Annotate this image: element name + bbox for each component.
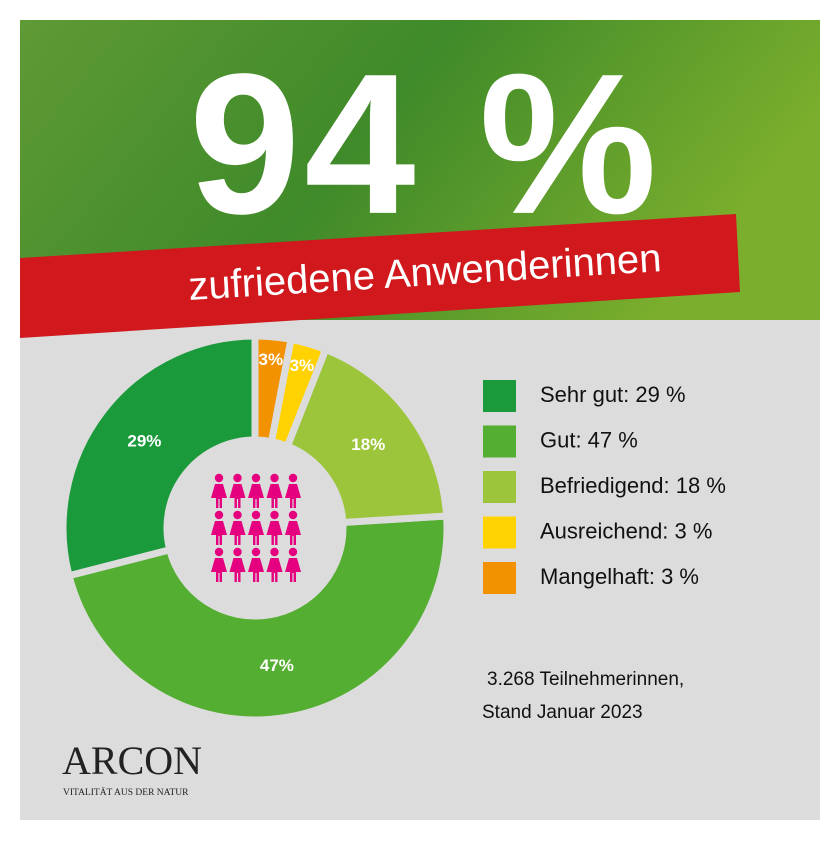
legend-swatch bbox=[483, 425, 516, 458]
person-body bbox=[285, 521, 301, 545]
person-head bbox=[214, 547, 224, 557]
donut-chart: 29% 47% 18% 3% 3% bbox=[59, 332, 451, 724]
person-body bbox=[248, 484, 264, 508]
person-body bbox=[266, 521, 283, 545]
person-body bbox=[266, 484, 283, 508]
slice bbox=[251, 332, 296, 446]
person-body bbox=[211, 521, 227, 545]
person-head bbox=[270, 547, 279, 557]
legend-swatch bbox=[483, 380, 516, 412]
banner bbox=[20, 214, 740, 338]
tagline: VITALITÄT AUS DER NATUR bbox=[63, 786, 189, 798]
data-label: 18% bbox=[351, 435, 385, 454]
legend-swatch bbox=[483, 516, 516, 549]
person-head bbox=[233, 510, 242, 520]
person-head bbox=[233, 473, 242, 483]
people-icons bbox=[211, 473, 301, 582]
person-head bbox=[288, 510, 298, 520]
legend-swatch bbox=[483, 562, 516, 594]
legend-label: Gut: 47 % bbox=[540, 427, 638, 452]
person-head bbox=[214, 473, 224, 483]
data-label: 29% bbox=[127, 432, 161, 451]
slice bbox=[64, 512, 451, 724]
person-head bbox=[270, 510, 279, 520]
legend: Sehr gut: 29 % Gut: 47 % Befriedigend: 18 … bbox=[483, 380, 726, 594]
person-body bbox=[211, 558, 227, 582]
person-head bbox=[214, 510, 224, 520]
headline: 94 % bbox=[189, 33, 661, 256]
data-label: 3% bbox=[259, 350, 284, 369]
person-head bbox=[251, 510, 261, 520]
person-head bbox=[251, 547, 261, 557]
data-label: 3% bbox=[290, 356, 315, 375]
person-head bbox=[288, 473, 298, 483]
data-label: 47% bbox=[260, 656, 294, 675]
legend-label: Befriedigend: 18 % bbox=[540, 473, 726, 498]
legend-label: Ausreichend: 3 % bbox=[540, 518, 712, 543]
person-body bbox=[285, 484, 301, 508]
slice bbox=[59, 332, 259, 581]
person-head bbox=[288, 547, 298, 557]
person-body bbox=[248, 558, 264, 582]
note: 3.268 Teilnehmerinnen, bbox=[487, 669, 684, 690]
legend-swatch bbox=[483, 471, 516, 503]
person-head bbox=[233, 547, 242, 557]
person-body bbox=[285, 558, 301, 582]
brand: ARCON bbox=[62, 738, 202, 783]
person-head bbox=[251, 473, 261, 483]
legend-label: Mangelhaft: 3 % bbox=[540, 564, 699, 589]
note: Stand Januar 2023 bbox=[482, 702, 643, 723]
person-head bbox=[270, 473, 279, 483]
legend-label: Sehr gut: 29 % bbox=[540, 382, 686, 407]
person-body bbox=[248, 521, 264, 545]
person-body bbox=[266, 558, 283, 582]
person-body bbox=[229, 521, 246, 545]
slice bbox=[282, 344, 451, 527]
person-body bbox=[229, 558, 246, 582]
person-body bbox=[229, 484, 246, 508]
person-body bbox=[211, 484, 227, 508]
